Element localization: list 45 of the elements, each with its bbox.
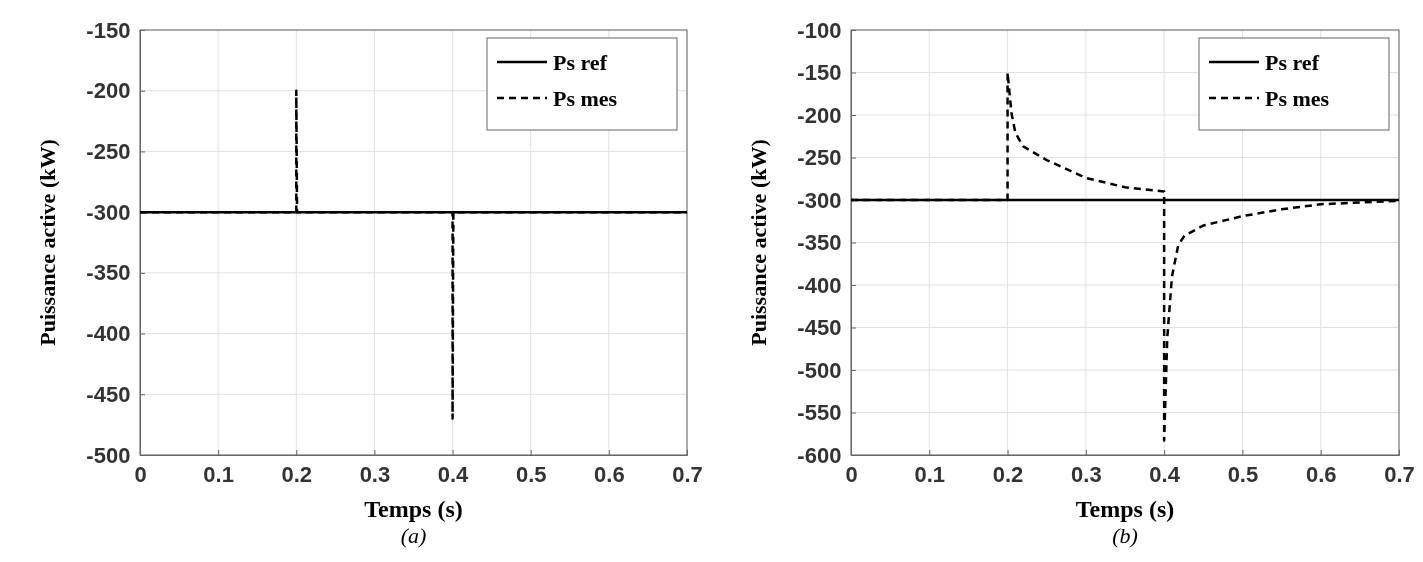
y-axis-title: Puissance active (kW) [35,139,60,346]
x-tick-label: 0.1 [914,462,946,488]
x-tick-label: 0.4 [1149,462,1181,488]
text: (b) [1112,523,1138,548]
text: (a) [400,523,427,548]
x-tick-label: 0.3 [1071,462,1102,488]
y-tick-label: -200 [797,102,842,128]
y-tick-label: -150 [797,60,842,86]
x-tick-label: 0.3 [359,462,391,488]
y-tick-label: -400 [797,272,842,298]
y-tick-label: -600 [797,442,842,468]
y-tick-label: -150 [86,17,131,43]
y-tick-label: -300 [797,187,842,213]
x-tick-label: 0 [134,462,147,488]
y-tick-label: -100 [797,17,842,43]
x-tick-label: 0.6 [1305,462,1337,488]
y-tick-label: -200 [86,78,131,104]
y-axis-title: Puissance active (kW) [746,139,771,346]
x-axis-title: Temps (s) [364,496,463,522]
y-tick-label: -250 [797,145,842,171]
x-tick-label: 0.4 [437,462,470,488]
x-tick-label: 0.2 [281,462,313,488]
y-tick-label: -450 [797,315,842,341]
x-axis-title: Temps (s) [1075,496,1175,522]
y-tick-label: -500 [797,357,842,383]
legend-label: Ps mes [553,86,618,111]
y-tick-label: -500 [86,442,131,468]
legend-label: Ps mes [1265,86,1330,111]
x-tick-label: 0.6 [594,462,625,488]
x-tick-label: 0.5 [515,462,547,488]
y-tick-label: -300 [86,199,131,225]
x-tick-label: 0 [845,462,858,488]
y-tick-label: -550 [797,400,842,426]
legend-label: Ps ref [1265,50,1320,75]
x-tick-label: 0.2 [992,462,1024,488]
x-tick-label: 0.7 [1384,462,1415,488]
y-tick-label: -250 [86,138,131,164]
legend-label: Ps ref [553,50,608,75]
x-tick-label: 0.1 [203,462,234,488]
y-tick-label: -400 [86,321,131,347]
x-tick-label: 0.5 [1227,462,1259,488]
y-tick-label: -350 [86,260,131,286]
x-tick-label: 0.7 [672,462,703,488]
y-tick-label: -450 [86,381,131,407]
y-tick-label: -350 [797,230,842,256]
